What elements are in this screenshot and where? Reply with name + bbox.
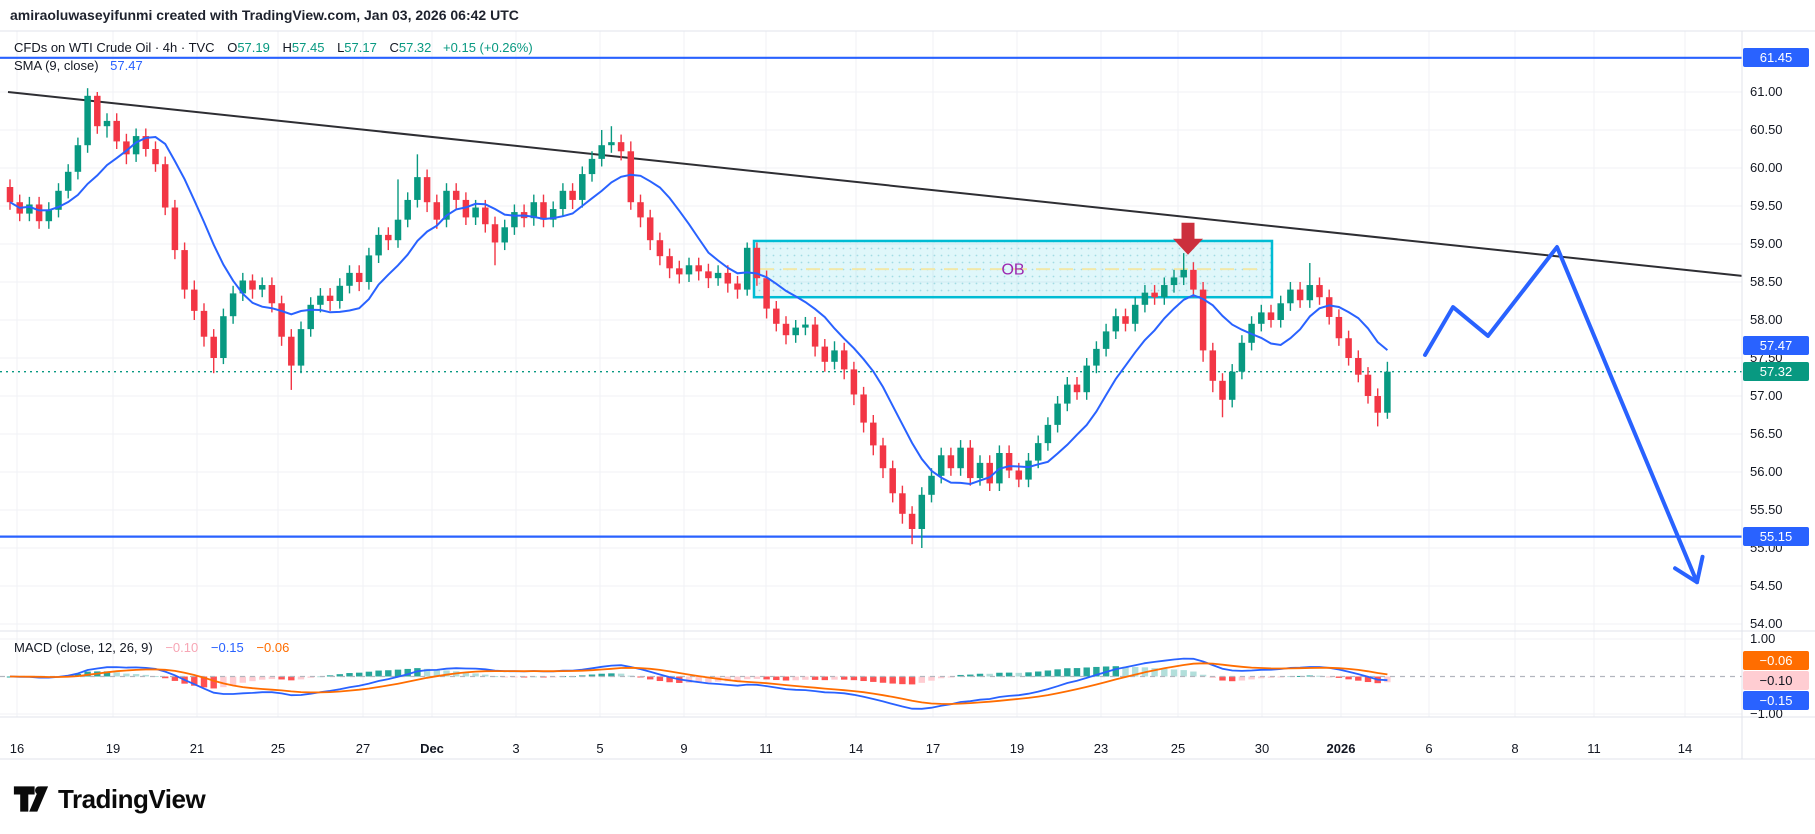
macd-hist-value: −0.10	[165, 640, 199, 655]
macd-label: MACD (close, 12, 26, 9)	[14, 640, 153, 655]
macd-badge-signal[interactable]: −0.06	[1743, 650, 1809, 670]
time-tick-label: 11	[759, 741, 773, 756]
sma-label: SMA (9, close)	[14, 58, 99, 73]
gridlines	[0, 31, 1742, 717]
sma-legend[interactable]: SMA (9, close) 57.47	[14, 58, 143, 73]
time-tick-label: 6	[1425, 741, 1433, 756]
time-tick-label: 17	[925, 741, 941, 756]
close-value: 57.32	[398, 40, 432, 55]
time-tick-label: 16	[9, 741, 25, 756]
time-tick-label: 30	[1254, 741, 1270, 756]
price-tick-label: 57.00	[1750, 388, 1783, 403]
price-tick-label: 61.00	[1750, 84, 1783, 99]
time-tick-label: 19	[105, 741, 121, 756]
ob-zone-label: OB	[1001, 262, 1024, 279]
time-tick-label: 27	[355, 741, 371, 756]
time-tick-label: 11	[1587, 741, 1601, 756]
time-tick-label: 25	[270, 741, 286, 756]
horizontal-level-lines[interactable]	[0, 56, 1742, 538]
open-label: O	[227, 40, 238, 55]
time-tick-label: 9	[680, 741, 688, 756]
pane-borders	[0, 30, 1815, 760]
candlestick-series	[6, 88, 1391, 548]
price-tick-label: 56.50	[1750, 426, 1783, 441]
price-badge-lower-level[interactable]: 55.15	[1743, 527, 1809, 547]
macd-line	[9, 657, 1388, 710]
time-tick-label: 3	[512, 741, 520, 756]
price-badge-last[interactable]: 57.32	[1743, 362, 1809, 382]
price-tick-label: 59.00	[1750, 236, 1783, 251]
time-tick-label: 5	[596, 741, 604, 756]
close-label: C	[389, 40, 399, 55]
macd-axis-bottom-label: −1.00	[1750, 706, 1783, 721]
price-tick-label: 60.50	[1750, 122, 1783, 137]
time-tick-label: 23	[1093, 741, 1109, 756]
macd-badge-hist[interactable]: −0.10	[1743, 670, 1809, 690]
descending-trendline-drawing[interactable]	[7, 91, 1743, 277]
time-tick-label: Dec	[420, 741, 444, 756]
watermark-attribution: amiraoluwaseyifunmi created with Trading…	[10, 7, 519, 23]
time-tick-label: 14	[1677, 741, 1693, 756]
time-tick-label: 21	[189, 741, 205, 756]
time-tick-label: 14	[848, 741, 864, 756]
macd-badge-line[interactable]: −0.15	[1743, 690, 1809, 710]
macd-legend[interactable]: MACD (close, 12, 26, 9) −0.10 −0.15 −0.0…	[14, 640, 289, 655]
price-tick-label: 60.00	[1750, 160, 1783, 175]
sma-value: 57.47	[110, 58, 143, 73]
macd-axis-top-label: 1.00	[1750, 631, 1776, 646]
price-tick-label: 56.00	[1750, 464, 1783, 479]
macd-signal-value: −0.06	[256, 640, 290, 655]
projection-path-drawing[interactable]	[1423, 245, 1699, 585]
change-value: +0.15 (+0.26%)	[443, 40, 533, 55]
price-tick-label: 58.00	[1750, 312, 1783, 327]
time-tick-label: 25	[1170, 741, 1186, 756]
low-label: L	[337, 40, 345, 55]
high-value: 57.45	[291, 40, 325, 55]
price-tick-label: 54.50	[1750, 578, 1783, 593]
time-tick-label: 19	[1009, 741, 1025, 756]
projection-arrowhead	[1673, 554, 1705, 585]
macd-signal-line	[9, 662, 1388, 705]
time-tick-label: 2026	[1326, 741, 1356, 756]
price-tick-label: 55.50	[1750, 502, 1783, 517]
sell-arrow-marker-drawing[interactable]	[1173, 222, 1203, 255]
price-tick-label: 58.50	[1750, 274, 1783, 289]
low-value: 57.17	[344, 40, 377, 55]
symbol-title: CFDs on WTI Crude Oil · 4h · TVC	[14, 40, 215, 55]
macd-histogram	[6, 666, 1391, 689]
macd-line-value: −0.15	[210, 640, 244, 655]
open-value: 57.19	[237, 40, 270, 55]
price-tick-label: 54.00	[1750, 616, 1783, 631]
tradingview-logo[interactable]: TradingView	[13, 783, 206, 815]
high-label: H	[282, 40, 292, 55]
tradingview-logo-text: TradingView	[58, 783, 206, 814]
price-badge-upper-level[interactable]: 61.45	[1743, 48, 1809, 68]
tradingview-logo-icon	[13, 786, 49, 812]
price-badge-sma[interactable]: 57.47	[1743, 336, 1809, 356]
sma-line	[9, 135, 1389, 486]
time-tick-label: 8	[1511, 741, 1519, 756]
price-tick-label: 59.50	[1750, 198, 1783, 213]
symbol-legend[interactable]: CFDs on WTI Crude Oil · 4h · TVC O57.19 …	[14, 40, 533, 55]
